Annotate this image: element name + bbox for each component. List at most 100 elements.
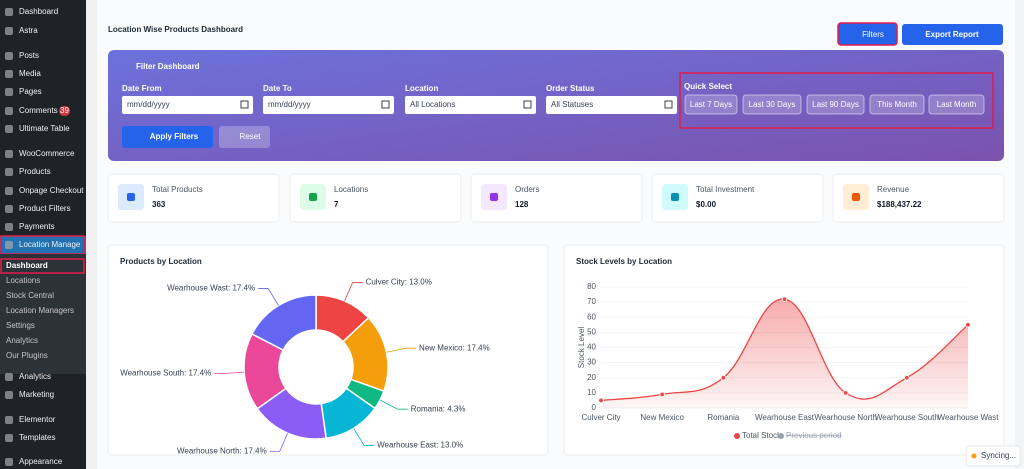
pie-label: Wearhouse North: 17.4% (177, 447, 267, 456)
x-tick-label: Wearhouse North (814, 413, 877, 422)
menu-item[interactable]: Ultimate Table (19, 124, 70, 133)
menu-icon (5, 416, 13, 424)
stat-label: Orders (515, 185, 539, 194)
submenu-item[interactable]: Location Managers (6, 306, 74, 315)
export-button[interactable] (902, 24, 1003, 45)
field-icon (664, 100, 673, 109)
chart-title: Products by Location (120, 257, 202, 266)
quick-button[interactable] (684, 94, 738, 115)
submenu-bg (0, 254, 86, 374)
y-tick-label: 80 (587, 282, 596, 291)
field-placeholder: mm/dd/yyyy (268, 100, 311, 109)
menu-item[interactable]: Media (19, 69, 41, 78)
stat-card (289, 173, 462, 223)
field-label: Date From (122, 84, 162, 93)
field-icon (240, 100, 249, 109)
menu-icon (5, 70, 13, 78)
stat-value: 363 (152, 200, 166, 209)
sidebar (0, 0, 86, 469)
reset-button[interactable] (219, 126, 270, 148)
menu-icon (5, 373, 13, 381)
menu-item[interactable]: Appearance (19, 457, 63, 466)
quick-button-label: Last Month (937, 100, 977, 109)
menu-item[interactable]: WooCommerce (19, 149, 75, 158)
menu-item[interactable]: Analytics (19, 372, 51, 381)
toast-text: Syncing... (981, 451, 1016, 460)
menu-item[interactable]: Astra (19, 26, 38, 35)
submenu-item[interactable]: Our Plugins (6, 351, 48, 360)
menu-item[interactable]: Onpage Checkout (19, 186, 84, 195)
badge (59, 106, 70, 116)
quick-button-label: Last 7 Days (690, 100, 732, 109)
menu-icon (5, 27, 13, 35)
y-tick-label: 40 (587, 343, 596, 352)
x-tick-label: Culver City (581, 413, 620, 422)
apply-button-label: Apply Filters (150, 132, 199, 141)
field-input[interactable] (405, 96, 536, 114)
leader-line (214, 371, 245, 374)
leader-line (379, 399, 408, 410)
leader-line (386, 347, 417, 353)
point (598, 397, 604, 404)
menu-item[interactable]: Location Manage (19, 240, 81, 249)
menu-icon (5, 205, 13, 213)
quick-select-label: Quick Select (684, 82, 732, 91)
field-label: Date To (263, 84, 292, 93)
menu-item[interactable]: Elementor (19, 415, 56, 424)
stat-label: Revenue (877, 185, 910, 194)
apply-button[interactable] (122, 126, 213, 148)
reset-button-label: Reset (240, 132, 262, 141)
menu-item[interactable]: Pages (19, 87, 42, 96)
menu-icon (5, 52, 13, 60)
point (659, 391, 665, 398)
point (720, 375, 727, 381)
legend-label[interactable]: Total Stock (742, 431, 782, 440)
quick-button[interactable] (869, 94, 925, 115)
submenu-item[interactable]: Analytics (6, 336, 38, 345)
menu-icon (5, 434, 13, 442)
y-tick-label: 60 (587, 312, 596, 321)
menu-icon (5, 8, 13, 16)
page-title: Location Wise Products Dashboard (108, 25, 243, 34)
toast-dot (971, 453, 977, 459)
legend-swatch[interactable] (778, 433, 784, 439)
menu-item[interactable]: Marketing (19, 390, 54, 399)
field-input[interactable] (122, 96, 253, 114)
submenu-item[interactable]: Dashboard (6, 261, 48, 270)
menu-item[interactable]: Dashboard (19, 7, 58, 16)
pie-label: Culver City: 13.0% (366, 278, 432, 287)
legend-label[interactable]: Previous period (786, 431, 842, 440)
menu-item[interactable]: Comments (19, 106, 58, 115)
submenu-item[interactable]: Locations (6, 276, 40, 285)
stat-label: Total Products (152, 185, 203, 194)
y-tick-label: 50 (587, 327, 596, 336)
x-tick-label: Wearhouse Wast (938, 413, 1000, 422)
menu-icon (5, 107, 13, 115)
chart-title: Stock Levels by Location (576, 257, 672, 266)
filters-button[interactable] (837, 22, 898, 46)
field-input[interactable] (263, 96, 394, 114)
quick-button-label: Last 30 Days (749, 100, 796, 109)
menu-item[interactable]: Posts (19, 51, 39, 60)
quick-button[interactable] (742, 94, 802, 115)
menu-item[interactable]: Templates (19, 433, 55, 442)
submenu-item[interactable]: Stock Central (6, 291, 54, 300)
pie-label: Wearhouse South: 17.4% (120, 369, 211, 378)
quick-button[interactable] (928, 94, 985, 115)
menu-item[interactable]: Product Filters (19, 204, 71, 213)
menu-icon (5, 168, 13, 176)
field-placeholder: All Locations (410, 100, 455, 109)
menu-item[interactable]: Products (19, 167, 51, 176)
y-tick-label: 10 (587, 388, 596, 397)
pie-slice (251, 294, 317, 352)
submenu-item[interactable]: Settings (6, 321, 35, 330)
quick-button[interactable] (806, 94, 865, 115)
legend-swatch[interactable] (734, 433, 740, 439)
menu-item[interactable]: Payments (19, 222, 55, 231)
point (842, 390, 849, 396)
badge-text: 39 (60, 106, 69, 115)
point (781, 296, 788, 302)
field-input[interactable] (546, 96, 677, 114)
field-placeholder: mm/dd/yyyy (127, 100, 170, 109)
